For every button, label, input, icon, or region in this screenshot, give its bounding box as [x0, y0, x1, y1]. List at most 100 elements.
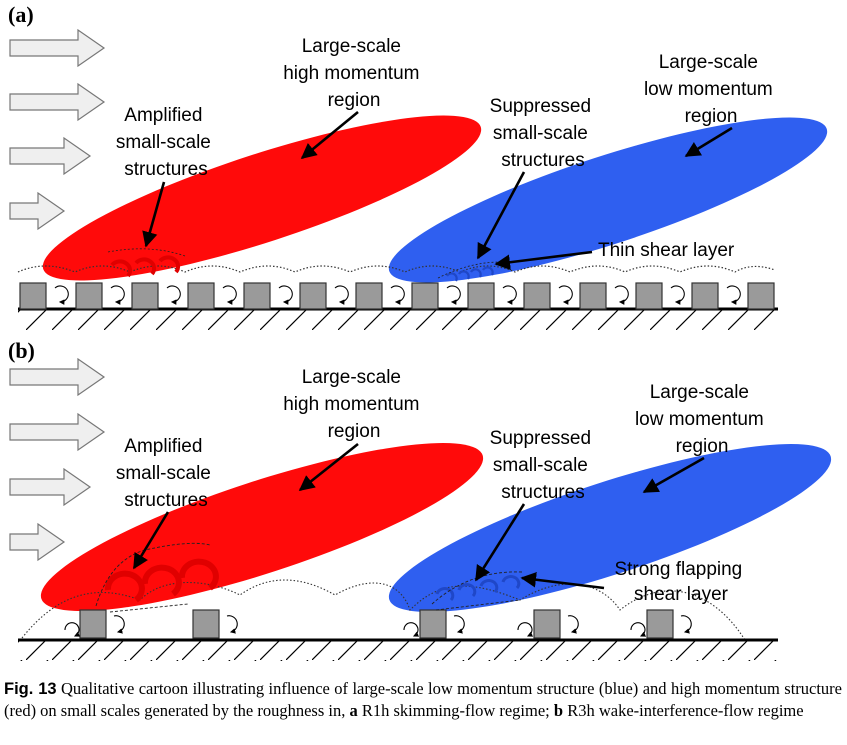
- cavity-vortex: [558, 285, 573, 305]
- cavity-vortex: [64, 622, 81, 637]
- cavity-vortex: [567, 615, 579, 634]
- amplified-label-a: Amplified small-scale structures: [116, 105, 216, 180]
- roughness-element: [243, 282, 271, 310]
- pointer-arrow: [684, 126, 733, 158]
- vortex-envelope-a: [107, 248, 186, 257]
- panel-a-tag: (a): [8, 2, 34, 27]
- panel-b: (b): [8, 338, 832, 661]
- inflow-arrow: [9, 357, 106, 397]
- pointer-arrow: [298, 442, 359, 492]
- caption-key-b: b: [553, 701, 564, 720]
- roughness-element: [635, 282, 663, 310]
- cavity-vortex: [54, 285, 69, 305]
- inflow-arrow: [9, 136, 92, 176]
- cavity-vortex: [403, 622, 420, 637]
- cavity-vortex: [670, 285, 685, 305]
- shear-label-b: Strong flapping shear layer: [614, 559, 747, 605]
- flapping-shear-dash-b2: [435, 599, 521, 611]
- roughness-element: [19, 282, 47, 310]
- cavity-vortex: [110, 285, 125, 305]
- roughness-elements-b: [79, 609, 674, 639]
- vortex-dash-b: [109, 603, 189, 613]
- shear-label-a: Thin shear layer: [598, 240, 735, 261]
- cavity-vortex: [278, 285, 293, 305]
- low-momentum-region: [388, 117, 828, 283]
- thin-shear-dash-a: [437, 261, 501, 279]
- cavity-vortex: [166, 285, 181, 305]
- cavity-vortex: [334, 285, 349, 305]
- high-momentum-label-a: Large-scale high momentum region: [283, 36, 425, 111]
- roughness-element: [419, 609, 447, 639]
- cavity-vortex: [226, 615, 238, 634]
- roughness-element: [747, 282, 775, 310]
- cavity-vortex: [222, 285, 237, 305]
- cavity-vortices-a: [54, 285, 741, 305]
- inflow-arrow: [9, 28, 106, 68]
- roughness-element: [533, 609, 561, 639]
- roughness-element: [411, 282, 439, 310]
- roughness-element: [646, 609, 674, 639]
- figure-caption: Fig. 13 Qualitative cartoon illustrating…: [4, 678, 842, 721]
- roughness-element: [187, 282, 215, 310]
- pointer-arrow: [474, 503, 526, 582]
- suppressed-label-a: Suppressed small-scale structures: [490, 96, 597, 171]
- pointer-arrow: [520, 571, 605, 590]
- cavity-vortex: [726, 285, 741, 305]
- flapping-shear-dash-b: [431, 571, 523, 605]
- cavity-vortex: [446, 285, 461, 305]
- cavity-vortex: [453, 615, 465, 634]
- amplified-label-b: Amplified small-scale structures: [116, 436, 216, 511]
- cavity-vortex: [390, 285, 405, 305]
- pointer-arrow: [494, 250, 593, 270]
- cavity-vortex: [630, 622, 647, 637]
- inflow-arrow: [9, 191, 66, 231]
- low-momentum-label-b: Large-scale low momentum region: [635, 382, 769, 457]
- panel-b-tag: (b): [8, 338, 35, 363]
- caption-text-1: Qualitative cartoon illustrating influen…: [4, 679, 842, 720]
- low-momentum-region: [388, 444, 832, 612]
- cavity-vortex: [680, 615, 692, 634]
- roughness-flow-figure: (a): [8, 2, 832, 661]
- suppressed-vortices-b: [435, 575, 521, 602]
- inflow-arrow: [9, 82, 106, 122]
- caption-text-2: R1h skimming-flow regime;: [357, 701, 554, 720]
- amplified-vortices-b: [104, 558, 219, 603]
- roughness-elements-a: [19, 282, 775, 310]
- roughness-element: [523, 282, 551, 310]
- pointer-arrow: [642, 456, 705, 494]
- inflow-arrow: [9, 467, 92, 507]
- pointer-arrows-a: [142, 110, 733, 270]
- cavity-vortex: [614, 285, 629, 305]
- caption-text-3: R3h wake-interference-flow regime: [563, 701, 804, 720]
- roughness-element: [192, 609, 220, 639]
- pointer-arrow: [142, 181, 166, 248]
- inflow-arrow: [9, 522, 66, 562]
- roughness-element: [467, 282, 495, 310]
- roughness-element: [75, 282, 103, 310]
- roughness-element: [79, 609, 107, 639]
- figure-number: Fig. 13: [4, 680, 57, 698]
- roughness-element: [355, 282, 383, 310]
- suppressed-vortices-a: [446, 266, 494, 282]
- cavity-vortex: [502, 285, 517, 305]
- panel-a: (a): [8, 2, 828, 330]
- inflow-arrows-a: [9, 28, 106, 231]
- cavity-vortices-b: [64, 615, 692, 637]
- pointer-arrow: [476, 171, 526, 260]
- roughness-element: [579, 282, 607, 310]
- caption-key-a: a: [349, 701, 358, 720]
- high-momentum-label-b: Large-scale high momentum region: [283, 367, 425, 442]
- pointer-arrow: [132, 511, 170, 570]
- cavity-vortex: [113, 615, 125, 634]
- roughness-element: [131, 282, 159, 310]
- roughness-element: [299, 282, 327, 310]
- pointer-arrow: [300, 110, 359, 160]
- amplified-vortices-a: [110, 255, 180, 278]
- inflow-arrow: [9, 412, 106, 452]
- suppressed-label-b: Suppressed small-scale structures: [490, 428, 597, 503]
- pointer-arrows-b: [132, 442, 705, 590]
- wall-hatch-b: [18, 641, 778, 661]
- cavity-vortex: [517, 622, 534, 637]
- wall-hatch-a: [18, 310, 778, 330]
- inflow-arrows-b: [9, 357, 106, 562]
